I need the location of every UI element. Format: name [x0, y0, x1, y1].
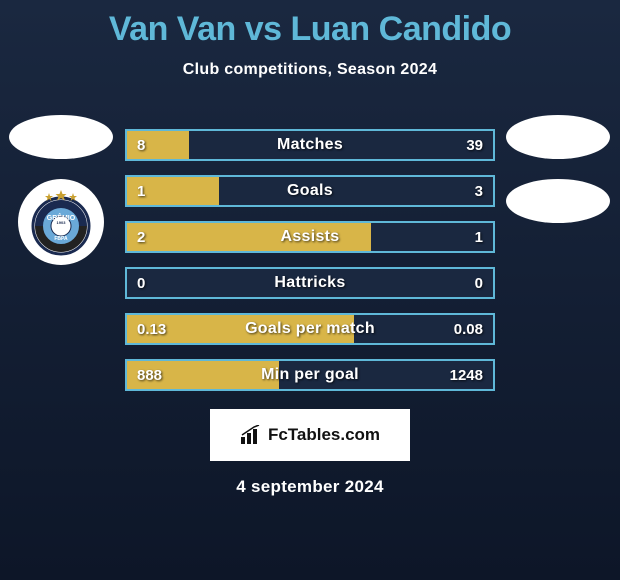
stats-container: 8 Matches 39 1 Goals 3 2 Assists 1 0 Hat… — [125, 129, 495, 391]
player-right-club-badge — [506, 179, 610, 223]
player-right-flag — [506, 115, 610, 159]
page-title: Van Van vs Luan Candido — [0, 0, 620, 49]
stat-row: 888 Min per goal 1248 — [125, 359, 495, 391]
stat-value-right: 39 — [466, 131, 483, 159]
stat-label: Matches — [127, 131, 493, 159]
svg-text:GRÊMIO: GRÊMIO — [46, 213, 75, 222]
stat-value-right: 3 — [475, 177, 483, 205]
stat-row: 1 Goals 3 — [125, 175, 495, 207]
stat-label: Assists — [127, 223, 493, 251]
stat-row: 8 Matches 39 — [125, 129, 495, 161]
page-subtitle: Club competitions, Season 2024 — [0, 61, 620, 79]
watermark-text: FcTables.com — [268, 425, 380, 445]
club-badge-icon: 1903 GRÊMIO FBPA — [23, 184, 99, 260]
stat-label: Min per goal — [127, 361, 493, 389]
stat-row: 0 Hattricks 0 — [125, 267, 495, 299]
stat-row: 2 Assists 1 — [125, 221, 495, 253]
chart-icon — [240, 425, 262, 445]
svg-text:FBPA: FBPA — [54, 236, 68, 242]
date-text: 4 september 2024 — [0, 477, 620, 497]
stat-label: Goals — [127, 177, 493, 205]
stat-value-right: 1 — [475, 223, 483, 251]
player-right-column — [505, 115, 610, 223]
stat-value-right: 0.08 — [454, 315, 483, 343]
player-left-club-badge: 1903 GRÊMIO FBPA — [18, 179, 104, 265]
stat-value-right: 0 — [475, 269, 483, 297]
player-left-flag — [9, 115, 113, 159]
stat-label: Goals per match — [127, 315, 493, 343]
stat-row: 0.13 Goals per match 0.08 — [125, 313, 495, 345]
watermark: FcTables.com — [210, 409, 410, 461]
stat-label: Hattricks — [127, 269, 493, 297]
stat-value-right: 1248 — [450, 361, 483, 389]
player-left-column: 1903 GRÊMIO FBPA — [8, 115, 113, 265]
